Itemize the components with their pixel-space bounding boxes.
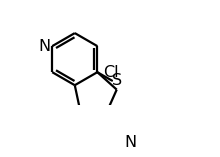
Text: N: N: [38, 39, 50, 54]
Text: S: S: [112, 73, 122, 88]
Text: Cl: Cl: [103, 65, 118, 80]
Text: N: N: [125, 135, 137, 150]
